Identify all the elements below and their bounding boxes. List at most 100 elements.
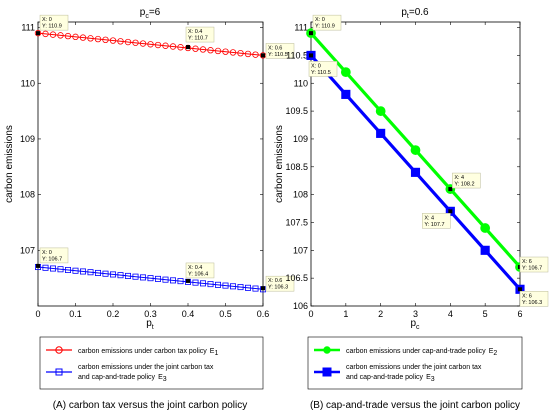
datatip-box <box>185 262 215 279</box>
datatip-x: X: 0.4 <box>188 29 202 35</box>
legend-marker-e1 <box>55 346 63 354</box>
y-tick-label: 109 <box>20 134 35 144</box>
legend-label-e3-line2: and cap-and-trade policy E3 <box>346 374 435 383</box>
x-tick-label: 0 <box>308 309 313 319</box>
datatip-marker <box>36 263 40 268</box>
series-point <box>480 245 490 255</box>
legend-marker-e3 <box>55 368 63 376</box>
datatip: X: 4Y: 108.2 <box>452 172 481 189</box>
series-point <box>42 30 49 38</box>
series-point <box>199 46 207 53</box>
y-tick-label: 111 <box>21 23 35 33</box>
chart-b-ticks: 0 1 2 3 4 5 6 106 106.5 107 107.5 108 108.5 109 109.5 1… <box>285 22 523 319</box>
datatip-y: Y: 106.3 <box>522 300 542 306</box>
series-point <box>117 272 124 279</box>
series-point <box>64 32 72 40</box>
series-point <box>80 268 87 275</box>
series-point <box>177 44 184 51</box>
series-point <box>72 267 79 274</box>
series-point <box>132 39 139 46</box>
y-tick-label: 109 <box>293 134 308 144</box>
series-point <box>87 269 94 276</box>
series-point <box>229 283 236 290</box>
series-point <box>139 274 146 281</box>
series-point <box>214 281 221 288</box>
x-tick-label: 3 <box>413 309 418 319</box>
datatip-x: X: 4 <box>454 175 464 181</box>
datatip-box <box>452 172 481 189</box>
series-point <box>102 36 109 44</box>
series-line-1 <box>37 266 264 290</box>
x-tick-label: 0.3 <box>144 309 157 319</box>
series-point <box>50 265 57 272</box>
series-point <box>102 270 109 277</box>
datatip-y: Y: 106.7 <box>42 256 62 262</box>
chart-b-caption: (B) cap-and-trade versus the joint carbo… <box>310 400 520 411</box>
series-point <box>244 50 252 58</box>
datatip-y: Y: 106.7 <box>522 266 542 272</box>
datatip-x: X: 0 <box>315 17 325 23</box>
datatip-y: Y: 108.2 <box>454 182 474 188</box>
series-point <box>72 33 79 41</box>
y-tick-label: 110 <box>21 78 35 88</box>
datatip-box <box>185 26 215 43</box>
datatip: X: 0.6Y: 110.5 <box>265 43 295 59</box>
series-point <box>162 42 169 49</box>
chart-b-title: pt=0.6 <box>401 7 429 20</box>
datatip-box <box>519 291 549 307</box>
chart-a-legend: carbon emissions under carbon tax policy… <box>39 336 264 390</box>
y-tick-label: 106 <box>293 301 308 311</box>
series-point <box>244 284 251 291</box>
datatip-x: X: 4 <box>424 215 434 221</box>
datatip-box <box>308 61 338 77</box>
chart-a-xlabel: pt <box>146 318 154 331</box>
datatip-y: Y: 106.4 <box>188 271 208 277</box>
series-point <box>95 269 102 276</box>
datatip: X: 0Y: 106.7 <box>39 247 69 264</box>
datatip: X: 0.6Y: 106.3 <box>265 275 295 292</box>
series-point <box>154 275 161 282</box>
series-point <box>252 51 259 58</box>
x-tick-label: 1 <box>343 309 348 319</box>
datatip-y: Y: 110.9 <box>315 24 335 30</box>
chart-a-title: pc=6 <box>140 7 161 20</box>
series-point <box>57 266 64 273</box>
x-tick-label: 0.6 <box>257 309 270 319</box>
plot-area-a <box>37 21 264 307</box>
series-point <box>341 89 351 99</box>
legend-label-e2: carbon emissions under cap-and-trade pol… <box>346 348 497 357</box>
series-point <box>162 276 169 283</box>
chart-b-series <box>306 28 525 294</box>
x-tick-label: 5 <box>483 309 488 319</box>
legend-box <box>39 336 264 390</box>
chart-b-legend: carbon emissions under cap-and-trade pol… <box>307 336 523 390</box>
datatip-y: Y: 107.7 <box>424 222 444 228</box>
series-point <box>132 273 139 280</box>
datatip-marker <box>186 278 190 283</box>
series-point <box>410 145 421 155</box>
x-tick-label: 6 <box>517 309 522 319</box>
y-tick-label: 108 <box>20 190 35 200</box>
series-point <box>199 280 206 287</box>
datatip-box <box>265 43 295 59</box>
x-tick-label: 0.1 <box>69 309 82 319</box>
y-tick-label: 110 <box>294 78 308 88</box>
legend-label-e3-line1: carbon emissions under the joint carbon … <box>78 364 214 371</box>
series-point <box>110 271 117 278</box>
datatip-x: X: 0.4 <box>188 265 202 271</box>
datatip-marker <box>448 209 453 214</box>
datatip-box <box>39 247 69 264</box>
datatip: X: 6Y: 106.7 <box>519 256 549 273</box>
series-point <box>139 40 147 47</box>
legend-box <box>307 336 523 390</box>
series-point <box>214 47 222 55</box>
y-tick-label: 107 <box>20 245 35 255</box>
datatip-x: X: 0.6 <box>268 45 282 51</box>
chart-a-ylabel: carbon emissions <box>4 125 15 203</box>
datatip-marker <box>518 287 522 292</box>
chart-a-caption: (A) carbon tax versus the joint carbon p… <box>53 400 248 411</box>
datatip-x: X: 6 <box>522 293 532 299</box>
series-point <box>177 278 184 285</box>
datatip: X: 6Y: 106.3 <box>519 291 549 307</box>
datatip-y: Y: 110.7 <box>188 36 208 42</box>
